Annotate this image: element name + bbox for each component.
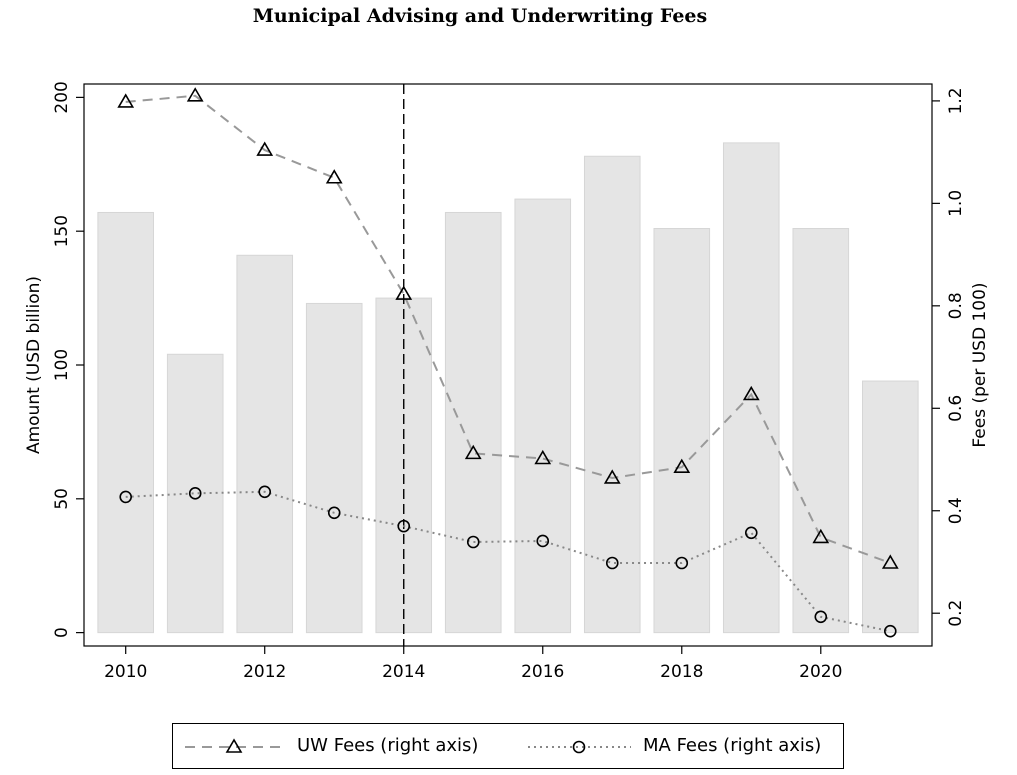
x-tick-label-2012: 2012	[243, 662, 286, 682]
legend-ma-label: MA Fees (right axis)	[643, 735, 822, 756]
legend-ma-circle-icon	[572, 740, 586, 754]
markers-layer	[117, 87, 899, 638]
axes-layer: 2010 2012 2014 2016 2018 2020 0 50 100 150 200 0.2 0…	[52, 81, 966, 682]
bar-2016	[514, 198, 572, 634]
left-tick-label-0: 0	[52, 627, 72, 638]
uw-point-2018	[673, 458, 691, 474]
right-tick-label-1.0: 1.0	[946, 190, 966, 217]
x-tick-label-2010: 2010	[104, 662, 147, 682]
ma-point-2010	[119, 490, 133, 504]
chart-title: Municipal Advising and Underwriting Fees	[252, 5, 708, 27]
uw-point-2016	[534, 449, 552, 465]
bar-2018	[653, 228, 711, 634]
ma-point-2019	[744, 526, 758, 540]
chart-area: 2010 2012 2014 2016 2018 2020 0 50 100 150 200 0.2 0…	[24, 81, 990, 682]
x-tick-label-2020: 2020	[799, 662, 842, 682]
left-tick-label-50: 50	[52, 488, 72, 510]
left-tick-label-200: 200	[52, 81, 72, 113]
bar-2013	[305, 302, 363, 634]
right-axis-title: Fees (per USD 100)	[970, 282, 990, 447]
uw-point-2021	[881, 554, 899, 569]
uw-point-2017	[603, 469, 621, 484]
bar-2020	[792, 228, 850, 634]
ma-point-2012	[258, 485, 272, 499]
right-tick-label-0.6: 0.6	[946, 395, 966, 422]
ma-point-2016	[536, 534, 550, 548]
ma-point-2020	[814, 610, 828, 624]
lines-layer	[125, 94, 891, 633]
ma-point-2011	[188, 487, 202, 500]
bar-2010	[97, 211, 155, 634]
x-tick-label-2018: 2018	[660, 662, 703, 682]
ma-point-2014	[397, 519, 411, 533]
legend-uw-triangle-icon	[225, 738, 243, 753]
right-tick-label-0.4: 0.4	[946, 497, 966, 524]
x-tick-label-2014: 2014	[382, 662, 425, 682]
uw-point-2020	[812, 528, 830, 544]
left-tick-label-150: 150	[52, 215, 72, 247]
bar-2021	[861, 380, 919, 634]
right-tick-label-1.2: 1.2	[946, 87, 966, 114]
left-tick-label-100: 100	[52, 349, 72, 381]
legend-uw-label: UW Fees (right axis)	[297, 735, 479, 756]
uw-point-2014	[395, 285, 413, 300]
uw-point-2011	[186, 87, 204, 102]
ma-point-2018	[675, 556, 689, 570]
bar-2017	[583, 155, 641, 634]
uw-point-2013	[325, 169, 343, 184]
ma-point-2013	[327, 506, 341, 520]
series-line-ma	[125, 490, 891, 633]
uw-point-2010	[117, 93, 135, 108]
right-tick-label-0.8: 0.8	[946, 292, 966, 319]
uw-point-2012	[256, 141, 274, 156]
x-tick-label-2016: 2016	[521, 662, 564, 682]
uw-point-2015	[464, 444, 482, 460]
right-tick-label-0.2: 0.2	[946, 600, 966, 627]
legend: UW Fees (right axis) MA Fees (right axis…	[172, 723, 844, 769]
ma-point-2015	[466, 535, 480, 549]
bars-layer	[97, 142, 919, 634]
series-line-uw	[125, 94, 891, 564]
bar-2015	[444, 211, 502, 634]
left-axis-title: Amount (USD billion)	[24, 276, 44, 454]
uw-point-2019	[742, 385, 760, 401]
ma-point-2021	[883, 624, 897, 638]
bar-2019	[722, 142, 780, 634]
bar-2012	[236, 254, 294, 634]
bar-2011	[166, 353, 224, 634]
ma-point-2017	[605, 556, 619, 570]
